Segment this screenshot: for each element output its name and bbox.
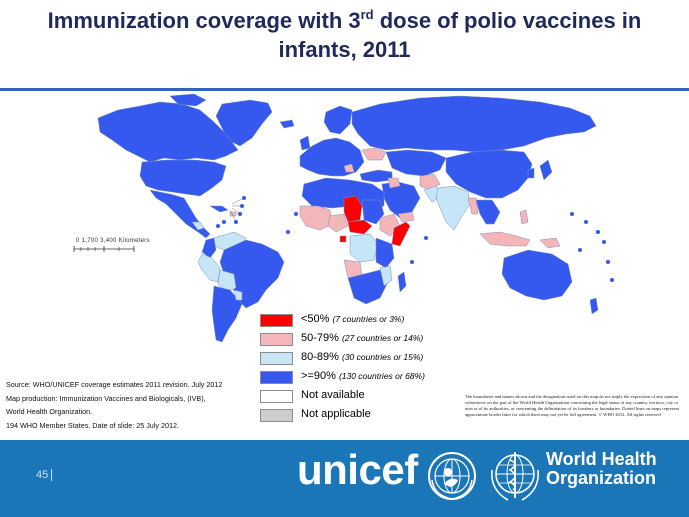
- who-emblem-icon: [491, 452, 539, 501]
- region-philippines: [519, 209, 529, 225]
- who-wordmark: World Health Organization: [546, 450, 657, 488]
- region-east-africa: [375, 237, 395, 269]
- page-number: 45: [36, 469, 49, 481]
- source-line: 194 WHO Member States. Date of slide: 25…: [6, 420, 179, 430]
- legend-swatch-ge90: [260, 371, 293, 384]
- region-india: [435, 185, 471, 231]
- region-new-zealand: [589, 297, 599, 315]
- region-australia: [501, 249, 573, 301]
- title-line2: infants, 2011: [278, 37, 411, 62]
- region-united-states: [139, 159, 227, 197]
- legend-note: (7 countries or 3%): [332, 314, 405, 324]
- region-papua-new-guinea: [539, 237, 561, 249]
- region-ukraine: [361, 147, 387, 161]
- region-russia: [351, 95, 597, 153]
- region-colombia: [201, 237, 217, 259]
- region-central-america-80: [191, 221, 205, 231]
- slide-title: Immunization coverage with 3rd dose of p…: [0, 6, 689, 64]
- region-greenland: [215, 99, 273, 147]
- footer-band: 45 unicef World Health Organization: [0, 440, 689, 517]
- region-western-europe: [299, 137, 365, 177]
- region-scandinavia: [323, 105, 353, 135]
- region-central-asia: [385, 149, 447, 177]
- who-line1: World Health: [546, 449, 657, 469]
- legend-range: 80-89%: [301, 351, 339, 363]
- region-canada: [97, 101, 239, 163]
- legend-swatch-lt50: [260, 314, 293, 327]
- region-nigeria: [327, 213, 349, 233]
- source-line: Source: WHO/UNICEF coverage estimates 20…: [6, 380, 223, 389]
- region-peru: [197, 253, 221, 283]
- map-scale-label: 0 1,700 3,400 Kilometers: [76, 238, 150, 244]
- region-china: [445, 149, 533, 199]
- title-divider: [0, 88, 689, 91]
- legend-range: Not applicable: [301, 408, 371, 420]
- world-map: [97, 93, 614, 343]
- caribbean-callouts: [229, 197, 245, 223]
- region-iceland: [279, 119, 295, 129]
- map-disclaimer: The boundaries and names shown and the d…: [465, 394, 680, 417]
- region-mexico: [149, 189, 211, 239]
- region-somalia: [391, 221, 411, 247]
- region-caribbean: [209, 205, 229, 213]
- unicef-wordmark: unicef: [297, 446, 418, 493]
- region-uk: [299, 135, 311, 151]
- region-west-africa: [299, 205, 333, 231]
- region-korea: [527, 167, 535, 179]
- region-haiti: [229, 211, 237, 217]
- region-southern-africa: [347, 269, 389, 305]
- legend-note: (30 countries or 15%): [341, 352, 424, 362]
- region-turkey: [359, 169, 393, 183]
- region-yemen: [397, 211, 415, 223]
- map-scale-bar: [73, 246, 135, 252]
- region-drc: [349, 233, 379, 263]
- legend-range: >=90%: [301, 370, 336, 382]
- unicef-emblem-icon: [428, 452, 476, 500]
- region-madagascar: [397, 271, 407, 293]
- legend-range: <50%: [301, 313, 330, 325]
- region-paraguay: [233, 289, 243, 301]
- source-line: Map production: Immunization Vaccines an…: [6, 393, 206, 403]
- source-notes: Source: WHO/UNICEF coverage estimates 20…: [6, 378, 256, 432]
- region-iraq: [387, 177, 401, 189]
- region-mozambique: [379, 265, 393, 287]
- who-line2: Organization: [546, 468, 657, 488]
- page-number-divider: [51, 469, 52, 481]
- legend-note: (27 countries or 14%): [341, 333, 424, 343]
- region-middle-east: [381, 181, 421, 219]
- title-line1: Immunization coverage with 3rd dose of p…: [47, 7, 642, 33]
- region-myanmar: [467, 197, 479, 215]
- region-se-asia: [475, 199, 501, 225]
- legend-swatch-not-applicable: [260, 409, 293, 422]
- source-line: World Health Organization.: [6, 407, 93, 416]
- region-balkans: [343, 163, 355, 173]
- region-indonesia: [479, 231, 531, 247]
- region-japan: [539, 159, 553, 181]
- legend-range: 50-79%: [301, 332, 339, 344]
- legend-swatch-50-79: [260, 333, 293, 346]
- region-central-african-republic: [347, 219, 373, 235]
- island-markers: [216, 196, 614, 282]
- region-equatorial-guinea: [339, 235, 347, 243]
- legend-swatch-80-89: [260, 352, 293, 365]
- legend-note: (130 countries or 68%): [338, 371, 425, 381]
- region-bolivia: [217, 269, 237, 293]
- region-arctic-islands: [169, 93, 207, 107]
- region-chad: [343, 195, 363, 223]
- legend-swatch-not-available: [260, 390, 293, 403]
- legend-range: Not available: [301, 389, 365, 401]
